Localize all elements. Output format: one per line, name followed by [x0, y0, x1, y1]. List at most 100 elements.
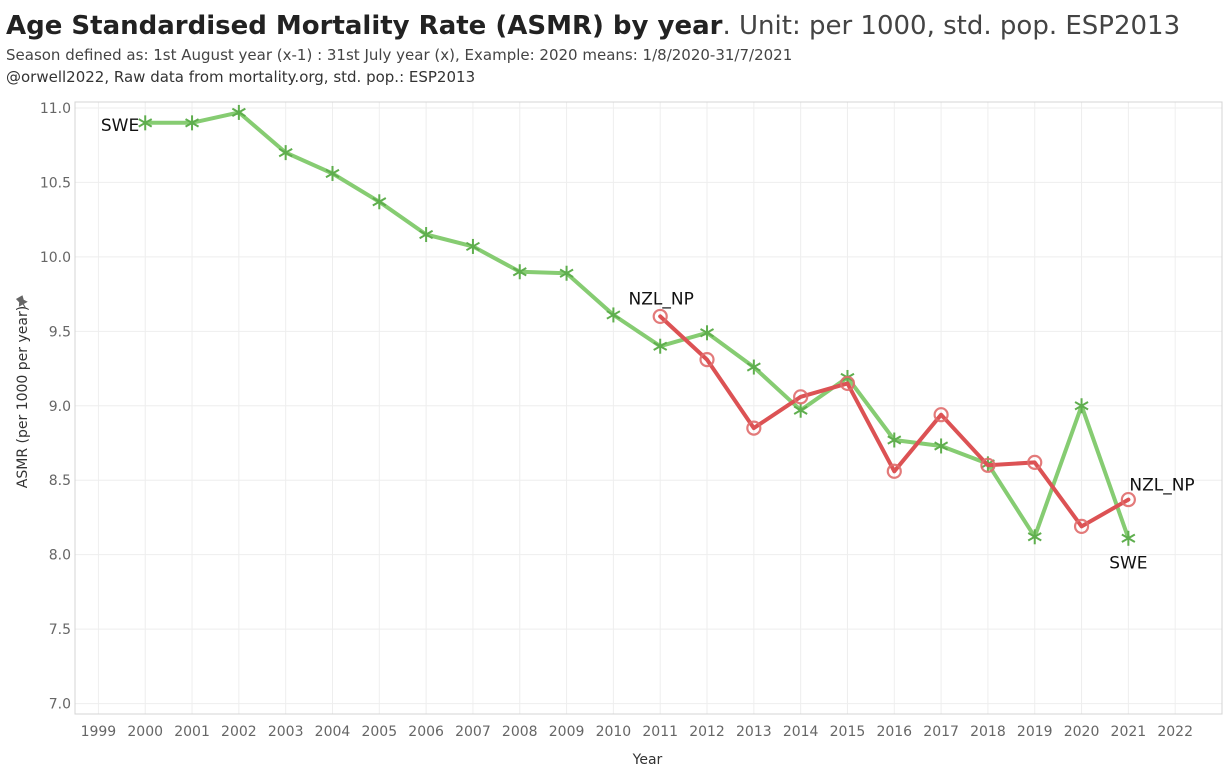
marker-stroke [606, 310, 621, 320]
y-tick-label: 11.0 [40, 101, 71, 117]
series-label-nzl-np: NZL_NP [1129, 476, 1194, 496]
data-point-swe[interactable] [700, 325, 715, 341]
series-layer [138, 104, 1136, 546]
x-tick-label: 2006 [408, 724, 444, 740]
series-label-layer: SWE SWE NZL_NP NZL_NP [101, 116, 1195, 573]
data-point-swe[interactable] [934, 438, 949, 454]
marker-stroke [185, 118, 200, 128]
chart-subtitle: Season defined as: 1st August year (x-1)… [6, 46, 793, 64]
marker-stroke [231, 107, 246, 118]
data-point-nzl-np[interactable] [1073, 518, 1090, 534]
marker-stroke [512, 267, 527, 277]
series-swe [138, 104, 1136, 546]
pin-icon[interactable] [15, 295, 29, 310]
x-tick-label: 1999 [81, 724, 117, 740]
chart-title: Age Standardised Mortality Rate (ASMR) b… [6, 8, 1222, 44]
series-nzl-np [652, 308, 1136, 534]
data-point-swe[interactable] [185, 115, 200, 131]
x-tick-label: 2002 [221, 724, 257, 740]
data-point-swe[interactable] [278, 145, 293, 161]
data-point-swe[interactable] [746, 359, 761, 375]
chart-header: Age Standardised Mortality Rate (ASMR) b… [6, 8, 1222, 87]
x-tick-label: 2001 [174, 724, 210, 740]
x-tick-label: 2020 [1064, 724, 1100, 740]
x-tick-label: 2018 [970, 724, 1006, 740]
x-tick-label: 2000 [127, 724, 163, 740]
data-point-swe[interactable] [419, 227, 434, 243]
data-point-swe[interactable] [1074, 398, 1089, 414]
x-tick-label: 2021 [1111, 724, 1147, 740]
x-tick-label: 2013 [736, 724, 772, 740]
marker-stroke [1074, 401, 1089, 411]
series-line-swe [143, 110, 1131, 541]
y-tick-label: 10.0 [40, 250, 71, 266]
x-tick-label: 2007 [455, 724, 491, 740]
data-point-swe[interactable] [512, 264, 527, 280]
marker-stroke [887, 435, 902, 445]
marker-stroke [372, 197, 387, 207]
chart-title-main: Age Standardised Mortality Rate (ASMR) b… [6, 11, 723, 41]
y-tick-label: 7.5 [49, 622, 71, 638]
x-axis-title: Year [632, 752, 663, 768]
x-tick-label: 2017 [923, 724, 959, 740]
chart-credit: @orwell2022, Raw data from mortality.org… [6, 68, 476, 86]
data-point-nzl-np[interactable] [1027, 454, 1043, 470]
y-tick-label: 8.5 [49, 473, 71, 489]
data-point-nzl-np[interactable] [1120, 491, 1136, 508]
grid-layer [75, 102, 1222, 714]
marker-stroke [325, 168, 340, 179]
series-label-nzl-np: NZL_NP [629, 289, 694, 309]
marker-stroke [1027, 532, 1042, 542]
x-tick-label: 2022 [1157, 724, 1193, 740]
plot-frame [74, 101, 1223, 715]
data-point-nzl-np[interactable] [933, 407, 949, 423]
y-tick-label: 10.5 [40, 175, 71, 191]
marker-stroke [138, 118, 153, 128]
data-point-swe[interactable] [793, 402, 808, 418]
data-point-swe[interactable] [653, 338, 668, 354]
data-point-swe[interactable] [606, 307, 621, 323]
x-tick-label: 2008 [502, 724, 538, 740]
x-tick-label: 2016 [876, 724, 912, 740]
x-tick-label: 2005 [361, 724, 397, 740]
data-point-swe[interactable] [138, 115, 153, 131]
y-tick-label: 9.0 [49, 399, 71, 415]
marker-stroke [746, 362, 761, 372]
data-point-swe[interactable] [325, 165, 340, 181]
data-point-nzl-np[interactable] [652, 308, 668, 325]
data-point-nzl-np[interactable] [793, 389, 809, 405]
data-point-swe[interactable] [231, 104, 246, 120]
data-point-swe[interactable] [372, 194, 387, 210]
data-point-nzl-np[interactable] [886, 463, 902, 479]
x-tick-label: 2003 [268, 724, 304, 740]
y-tick-label: 7.0 [49, 697, 71, 713]
marker-stroke [1121, 533, 1136, 543]
data-point-nzl-np[interactable] [746, 420, 762, 436]
x-tick-label: 2009 [549, 724, 585, 740]
data-point-swe[interactable] [887, 432, 902, 448]
data-point-nzl-np[interactable] [839, 375, 856, 392]
marker-stroke [278, 148, 293, 158]
marker-stroke [934, 441, 949, 451]
y-tick-label: 8.0 [49, 548, 71, 564]
x-tick-label: 2010 [596, 724, 632, 740]
data-point-swe[interactable] [1121, 530, 1136, 546]
marker-stroke [653, 341, 668, 351]
data-point-swe[interactable] [559, 265, 574, 281]
data-point-nzl-np[interactable] [980, 457, 996, 473]
series-label-swe: SWE [1109, 553, 1147, 573]
x-tick-label: 2004 [315, 724, 351, 740]
data-point-nzl-np[interactable] [699, 352, 715, 368]
data-point-swe[interactable] [1027, 529, 1042, 545]
tick-layer: 1999 2000 2001 2002 2003 2004 2005 2006 2007 2008… [40, 101, 1193, 740]
y-tick-label: 9.5 [49, 324, 71, 340]
x-tick-label: 2015 [830, 724, 866, 740]
data-point-swe[interactable] [465, 238, 480, 254]
marker-stroke [559, 268, 574, 278]
marker-stroke [465, 241, 480, 252]
series-line-nzl-np [658, 314, 1131, 529]
x-tick-label: 2011 [642, 724, 678, 740]
marker-stroke [700, 328, 715, 338]
x-tick-label: 2012 [689, 724, 725, 740]
